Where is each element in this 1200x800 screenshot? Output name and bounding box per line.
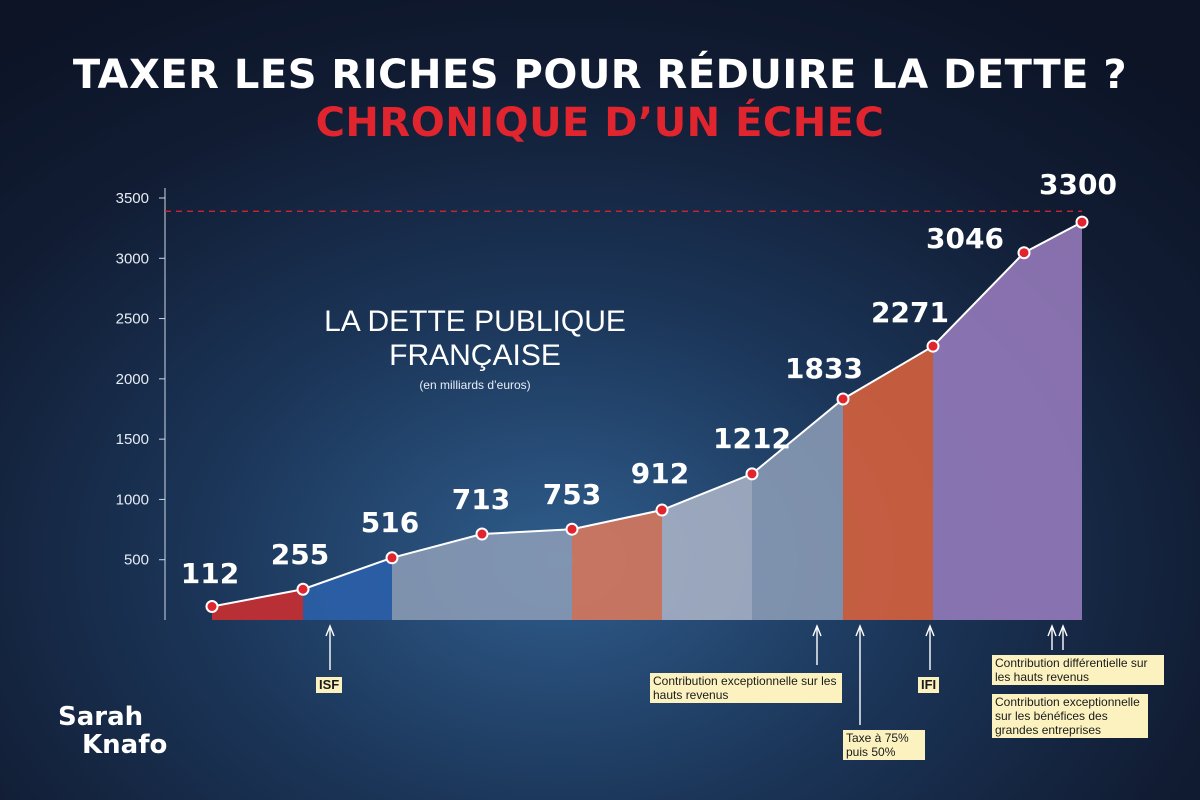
data-point-2 <box>296 582 310 596</box>
arrow-head-3 <box>855 624 865 637</box>
data-label-4: 713 <box>452 483 510 516</box>
data-label-11: 3300 <box>1039 168 1117 201</box>
area-segment-4 <box>572 510 662 620</box>
arrow-head-5 <box>1047 624 1057 637</box>
arrow-head-4 <box>925 624 935 637</box>
main-title: TAXER LES RICHES POUR RÉDUIRE LA DETTE ? <box>72 52 1128 98</box>
data-point-5 <box>565 522 579 536</box>
annotation-taxe-75: Taxe à 75% puis 50% <box>843 730 925 760</box>
data-label-7: 1212 <box>713 422 791 455</box>
data-point-1 <box>205 599 219 613</box>
area-segment-8 <box>933 222 1082 620</box>
chart-label-line2: FRANÇAISE <box>389 339 561 372</box>
data-point-4 <box>475 527 489 541</box>
area-segment-6 <box>752 398 843 620</box>
y-tick-label-2500: 2500 <box>116 311 149 328</box>
annotation-arrows <box>325 624 1068 725</box>
annotation-contribution-benefices: Contribution exceptionnelle sur les béné… <box>992 694 1148 738</box>
area-segments <box>212 222 1082 620</box>
y-tick-label-3500: 3500 <box>116 190 149 207</box>
brand-line1: Sarah <box>58 702 144 732</box>
area-segment-2 <box>303 557 392 620</box>
annotation-contribution-hauts-revenus: Contribution exceptionnelle sur les haut… <box>650 673 842 703</box>
data-label-2: 255 <box>271 538 329 571</box>
area-segment-1 <box>212 589 303 620</box>
data-point-6 <box>655 503 669 517</box>
data-point-11 <box>1075 215 1089 229</box>
brand-line2: Knafo <box>82 730 168 760</box>
arrow-head-1 <box>325 624 335 637</box>
arrow-head-2 <box>812 624 822 637</box>
annotation-contribution-differentielle: Contribution différentielle sur les haut… <box>992 655 1164 685</box>
y-tick-label-1500: 1500 <box>116 431 149 448</box>
y-tick-label-1000: 1000 <box>116 491 149 508</box>
data-points <box>205 215 1089 613</box>
main-subtitle: CHRONIQUE D’UN ÉCHEC <box>315 100 885 146</box>
data-point-8 <box>836 392 850 406</box>
annotation-isf: ISF <box>316 677 343 693</box>
chart-label: LA DETTE PUBLIQUE FRANÇAISE <box>290 305 660 373</box>
y-axis: 500 1000 1500 2000 2500 3000 3500 <box>116 188 166 620</box>
area-segment-5 <box>662 473 752 620</box>
brand-logo: Sarah Knafo <box>58 703 167 759</box>
area-segment-3 <box>392 529 572 620</box>
data-label-9: 2271 <box>871 296 949 329</box>
data-label-3: 516 <box>361 506 419 539</box>
data-point-7 <box>745 467 759 481</box>
data-point-10 <box>1017 246 1031 260</box>
area-segment-7 <box>843 346 933 620</box>
data-label-6: 912 <box>631 457 689 490</box>
data-label-5: 753 <box>543 478 601 511</box>
y-tick-label-2000: 2000 <box>116 371 149 388</box>
data-point-9 <box>926 339 940 353</box>
chart-label-line1: LA DETTE PUBLIQUE <box>324 305 626 338</box>
annotation-ifi: IFI <box>918 677 940 693</box>
chart-unit-label: (en milliards d’euros) <box>419 378 531 392</box>
y-tick-label-3000: 3000 <box>116 250 149 267</box>
data-label-1: 112 <box>181 557 239 590</box>
data-point-3 <box>385 551 399 565</box>
y-tick-label-500: 500 <box>124 552 149 569</box>
arrow-head-6 <box>1058 624 1068 637</box>
data-label-8: 1833 <box>785 352 863 385</box>
data-label-10: 3046 <box>926 222 1004 255</box>
